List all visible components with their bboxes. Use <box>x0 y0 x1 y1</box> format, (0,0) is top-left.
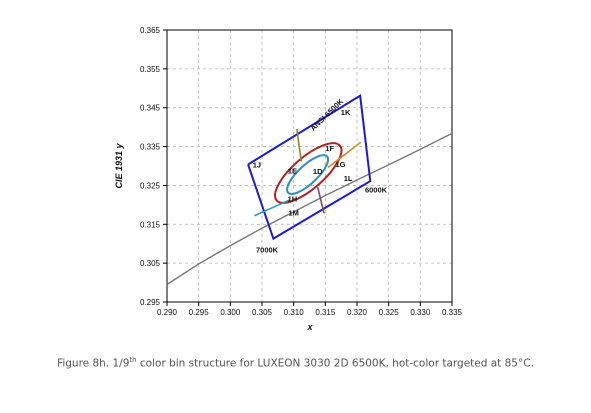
x-tick-label: 0.330 <box>410 308 431 317</box>
annotation-label: 6000K <box>365 185 388 194</box>
x-tick-label: 0.310 <box>284 308 305 317</box>
bin-divider-line <box>254 199 291 217</box>
annotation-label: 1L <box>344 174 353 183</box>
x-tick-label: 0.300 <box>220 308 241 317</box>
annotation-label: 1E <box>288 166 297 175</box>
caption-text-start: Figure 8h. 1/9 <box>57 357 130 370</box>
x-axis-title: x <box>306 322 313 332</box>
annotation-label: 1J <box>253 161 261 170</box>
x-tick-label: 0.320 <box>347 308 368 317</box>
annotation-label: 1H <box>288 195 298 204</box>
blackbody-locus-line <box>166 132 453 286</box>
y-axis-title: CIE 1931 y <box>114 142 124 188</box>
bin-divider-line <box>296 128 303 162</box>
annotation-label: 1G <box>336 160 346 169</box>
x-tick-label: 0.290 <box>157 308 178 317</box>
caption-superscript: th <box>129 356 137 364</box>
x-tick-label: 0.295 <box>189 308 210 317</box>
annotation-label: 1K <box>341 108 351 117</box>
y-tick-label: 0.295 <box>140 298 161 307</box>
bin-ellipse <box>286 154 330 195</box>
y-tick-label: 0.345 <box>140 104 161 113</box>
annotation-label: 1M <box>288 209 298 218</box>
annotation-label: 7000K <box>256 246 279 255</box>
y-tick-label: 0.335 <box>140 143 161 152</box>
annotation-label: 1D <box>313 167 323 176</box>
ansi-quadrangle <box>247 93 372 241</box>
x-tick-label: 0.305 <box>252 308 273 317</box>
data-series <box>166 93 453 286</box>
x-tick-label: 0.335 <box>442 308 463 317</box>
y-tick-label: 0.365 <box>140 26 161 35</box>
y-tick-label: 0.355 <box>140 65 161 74</box>
grid <box>167 30 452 302</box>
axes: 0.290 0.295 0.300 0.305 0.310 0.315 0.320 0.325… <box>140 26 463 317</box>
y-tick-label: 0.325 <box>140 181 161 190</box>
x-tick-label: 0.325 <box>379 308 400 317</box>
bin-ellipse <box>274 142 343 204</box>
caption-text-end: color bin structure for LUXEON 3030 2D 6… <box>136 357 534 370</box>
bin-divider-line <box>327 141 362 169</box>
y-tick-label: 0.315 <box>140 220 161 229</box>
annotation-label: 1F <box>325 144 334 153</box>
plot-frame <box>166 29 453 303</box>
bin-divider-line <box>316 187 325 214</box>
y-tick-label: 0.305 <box>140 259 161 268</box>
x-tick-label: 0.315 <box>315 308 336 317</box>
figure-caption: Figure 8h. 1/9th color bin structure for… <box>0 356 591 370</box>
